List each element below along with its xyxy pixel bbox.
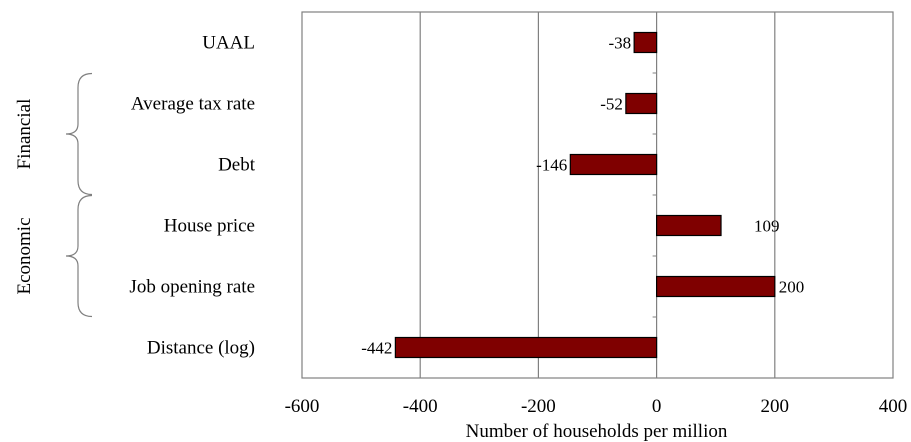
category-labels: UAAL Average tax rate Debt House price Job o… — [129, 33, 255, 359]
plot-area-frame — [301, 11, 894, 379]
bar — [394, 336, 658, 359]
bar — [655, 214, 722, 237]
group-brace — [65, 72, 93, 196]
category-label: Distance (log) — [147, 338, 255, 359]
group-label: Financial — [14, 99, 35, 170]
bar — [655, 275, 776, 298]
x-axis-title: Number of households per million — [466, 421, 728, 442]
category-label: Debt — [218, 155, 256, 176]
bar-value-label: 200 — [779, 278, 805, 297]
category-label: UAAL — [202, 33, 255, 54]
x-tick-label: 400 — [879, 396, 908, 417]
bar — [633, 31, 658, 54]
x-tick-label: -600 — [285, 396, 320, 417]
category-label: Job opening rate — [129, 277, 255, 298]
x-tick-label: 200 — [761, 396, 790, 417]
category-groups: Financial Economic — [14, 72, 93, 318]
bar-value-label: -38 — [608, 34, 631, 53]
bar-value-label: 109 — [754, 217, 780, 236]
bar-value-label: -52 — [600, 95, 623, 114]
category-label: Average tax rate — [131, 94, 255, 115]
bars — [394, 31, 776, 359]
gridlines — [419, 12, 776, 378]
group-label: Economic — [14, 217, 35, 294]
bar — [625, 92, 658, 115]
bar-value-label: -146 — [536, 156, 567, 175]
group-brace — [65, 194, 93, 318]
y-axis-ticks — [652, 72, 657, 318]
bar — [569, 153, 658, 176]
category-label: House price — [164, 216, 255, 237]
bar-value-label: -442 — [361, 339, 392, 358]
x-tick-label: -200 — [521, 396, 556, 417]
x-tick-label: -400 — [403, 396, 438, 417]
data-labels: -38 -52 -146 109 200 -442 — [361, 34, 804, 358]
x-tick-label: 0 — [652, 396, 662, 417]
x-tick-labels: -600 -400 -200 0 200 400 — [285, 396, 908, 417]
